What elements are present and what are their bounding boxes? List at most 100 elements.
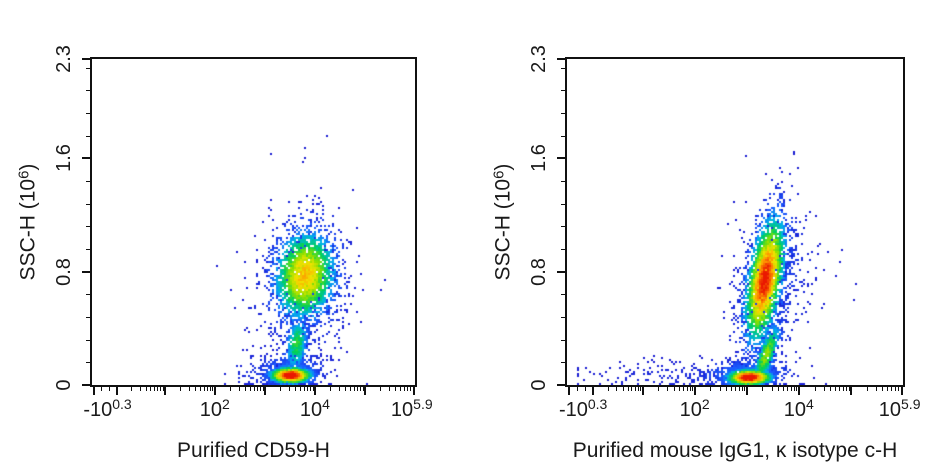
x-minor-tick	[607, 387, 609, 391]
y-tick-label: 2.3	[528, 45, 550, 73]
y-tick-label: 1.6	[53, 144, 75, 173]
x-minor-tick	[673, 387, 675, 391]
x-tick-label-base: -10	[83, 399, 113, 421]
x-minor-tick	[329, 387, 331, 391]
y-major-tick	[557, 384, 565, 386]
x-minor-tick	[839, 387, 841, 391]
y-minor-tick	[86, 112, 90, 114]
x-tick-label-exponent: 0.3	[587, 396, 608, 412]
y-axis-label-close: )	[491, 163, 515, 171]
x-minor-tick	[622, 387, 624, 391]
x-minor-tick	[726, 387, 728, 391]
x-minor-tick	[762, 387, 764, 391]
x-minor-tick	[741, 387, 743, 391]
y-minor-tick	[86, 67, 90, 69]
x-minor-tick	[360, 387, 362, 391]
x-minor-tick	[658, 387, 660, 391]
x-minor-tick	[203, 387, 205, 391]
x-tick-label-exponent: 4	[322, 396, 330, 412]
y-axis-label-base: SSC-H (10	[16, 178, 40, 281]
x-minor-tick	[719, 387, 721, 391]
y-tick-label: 0.8	[528, 257, 550, 286]
x-minor-tick	[667, 387, 669, 391]
density-scatter-canvas-right	[567, 59, 903, 385]
x-minor-tick	[380, 387, 382, 391]
x-major-tick	[568, 387, 571, 395]
y-minor-tick	[86, 339, 90, 341]
x-minor-tick	[634, 387, 636, 391]
y-minor-tick	[561, 226, 565, 228]
y-major-tick	[557, 270, 565, 273]
x-minor-tick	[353, 387, 355, 391]
x-minor-tick	[206, 387, 208, 391]
x-minor-tick	[686, 387, 688, 391]
x-minor-tick	[584, 387, 586, 391]
x-minor-tick	[830, 387, 832, 391]
x-minor-tick	[279, 387, 281, 391]
x-major-tick	[363, 387, 366, 395]
y-minor-tick	[561, 294, 565, 296]
y-minor-tick	[86, 203, 90, 205]
x-major-tick	[849, 387, 852, 395]
x-major-tick	[115, 387, 118, 395]
x-minor-tick	[131, 387, 133, 391]
x-tick-label-base: 10	[199, 399, 222, 421]
y-minor-tick	[86, 226, 90, 228]
x-minor-tick	[212, 387, 214, 391]
x-minor-tick	[744, 387, 746, 391]
x-tick-label: 105.9	[879, 397, 921, 420]
x-tick-label-exponent: 5.9	[901, 396, 921, 412]
x-minor-tick	[388, 387, 390, 391]
x-minor-tick	[796, 387, 798, 391]
x-tick-label-exponent: 5.9	[413, 396, 433, 412]
x-tick-label: -100.3	[559, 397, 607, 420]
x-tick-label: 105.9	[391, 397, 433, 420]
x-minor-tick	[793, 387, 795, 391]
x-tick-label-base: -10	[558, 399, 588, 421]
x-minor-tick	[576, 387, 578, 391]
x-tick-label-base: 10	[783, 399, 807, 421]
x-minor-tick	[866, 387, 868, 391]
y-major-tick	[82, 384, 90, 386]
x-minor-tick	[395, 387, 397, 391]
x-tick-label-exponent: 2	[221, 396, 230, 412]
x-minor-tick	[307, 387, 309, 391]
x-minor-tick	[778, 387, 780, 391]
x-minor-tick	[403, 387, 405, 391]
y-minor-tick	[561, 316, 565, 318]
x-tick-label-exponent: 2	[701, 396, 710, 412]
x-major-tick	[693, 387, 696, 395]
x-minor-tick	[312, 387, 314, 391]
x-minor-tick	[882, 387, 884, 391]
x-minor-tick	[790, 387, 792, 391]
y-minor-tick	[561, 248, 565, 250]
x-minor-tick	[410, 387, 412, 391]
y-major-tick	[82, 157, 90, 160]
x-minor-tick	[101, 387, 103, 391]
x-major-tick	[163, 387, 166, 395]
x-minor-tick	[157, 387, 159, 391]
y-axis-label: SSC-H (106)	[16, 164, 41, 281]
x-minor-tick	[238, 387, 240, 391]
flow-plot-isotype: -100.3 102 104 105.9 0 0.8 1.6 2.3 Purified mo…	[491, 45, 921, 462]
x-minor-tick	[627, 387, 629, 391]
y-tick-label: 1.6	[528, 144, 550, 173]
x-major-tick	[591, 387, 594, 395]
x-minor-tick	[338, 387, 340, 391]
x-minor-tick	[257, 387, 259, 391]
x-tick-label: 104	[300, 397, 330, 420]
x-minor-tick	[209, 387, 211, 391]
flow-plot-cd59: -100.3 102 104 105.9 0 0.8 1.6 2.3 Purified CD…	[16, 45, 433, 462]
x-major-tick	[263, 387, 266, 395]
x-minor-tick	[875, 387, 877, 391]
x-minor-tick	[692, 387, 694, 391]
x-tick-label-base: 10	[679, 399, 702, 421]
x-tick-label-exponent: 4	[806, 396, 814, 412]
x-minor-tick	[349, 387, 351, 391]
x-minor-tick	[153, 387, 155, 391]
x-minor-tick	[199, 387, 201, 391]
y-minor-tick	[86, 316, 90, 318]
y-axis-label-exponent: 6	[490, 170, 508, 179]
x-minor-tick	[194, 387, 196, 391]
x-minor-tick	[814, 387, 816, 391]
